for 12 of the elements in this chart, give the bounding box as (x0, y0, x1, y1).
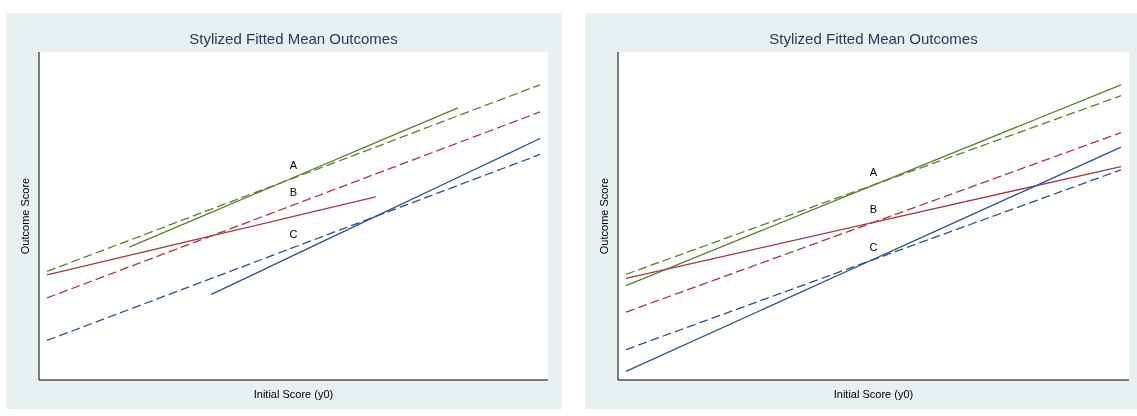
chart-title: Stylized Fitted Mean Outcomes (189, 30, 398, 47)
annotation: A (869, 166, 878, 179)
chart-title: Stylized Fitted Mean Outcomes (769, 30, 978, 47)
annotation: A (289, 159, 298, 172)
x-axis-title: Initial Score (y0) (833, 388, 914, 400)
annotation: C (869, 240, 878, 253)
annotation: B (869, 203, 878, 216)
annotation: B (289, 185, 298, 198)
x-axis-title: Initial Score (y0) (253, 388, 334, 400)
annotation: C (289, 228, 298, 241)
y-axis-title: Outcome Score (19, 177, 31, 255)
y-axis-title: Outcome Score (598, 177, 610, 255)
